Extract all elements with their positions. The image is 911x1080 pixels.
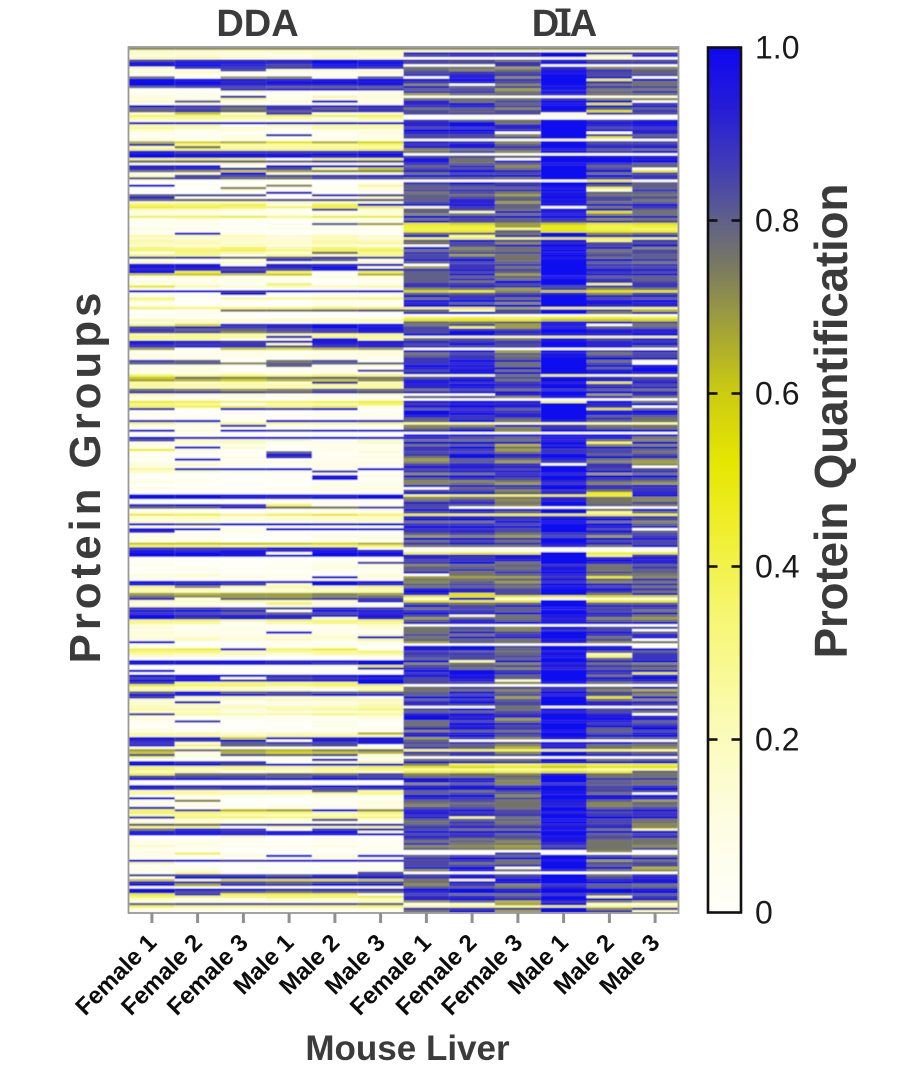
svg-text:Mouse Liver: Mouse Liver	[305, 1029, 510, 1068]
svg-text:0.6: 0.6	[755, 376, 799, 412]
svg-text:0.2: 0.2	[755, 722, 799, 758]
svg-text:Protein Groups: Protein Groups	[61, 293, 110, 664]
svg-text:1.0: 1.0	[755, 30, 799, 66]
svg-text:0.8: 0.8	[755, 203, 799, 239]
svg-text:0.4: 0.4	[755, 549, 799, 585]
svg-text:0: 0	[755, 895, 773, 931]
svg-text:Protein Quantification: Protein Quantification	[805, 184, 857, 659]
svg-text:DDA: DDA	[216, 3, 298, 45]
